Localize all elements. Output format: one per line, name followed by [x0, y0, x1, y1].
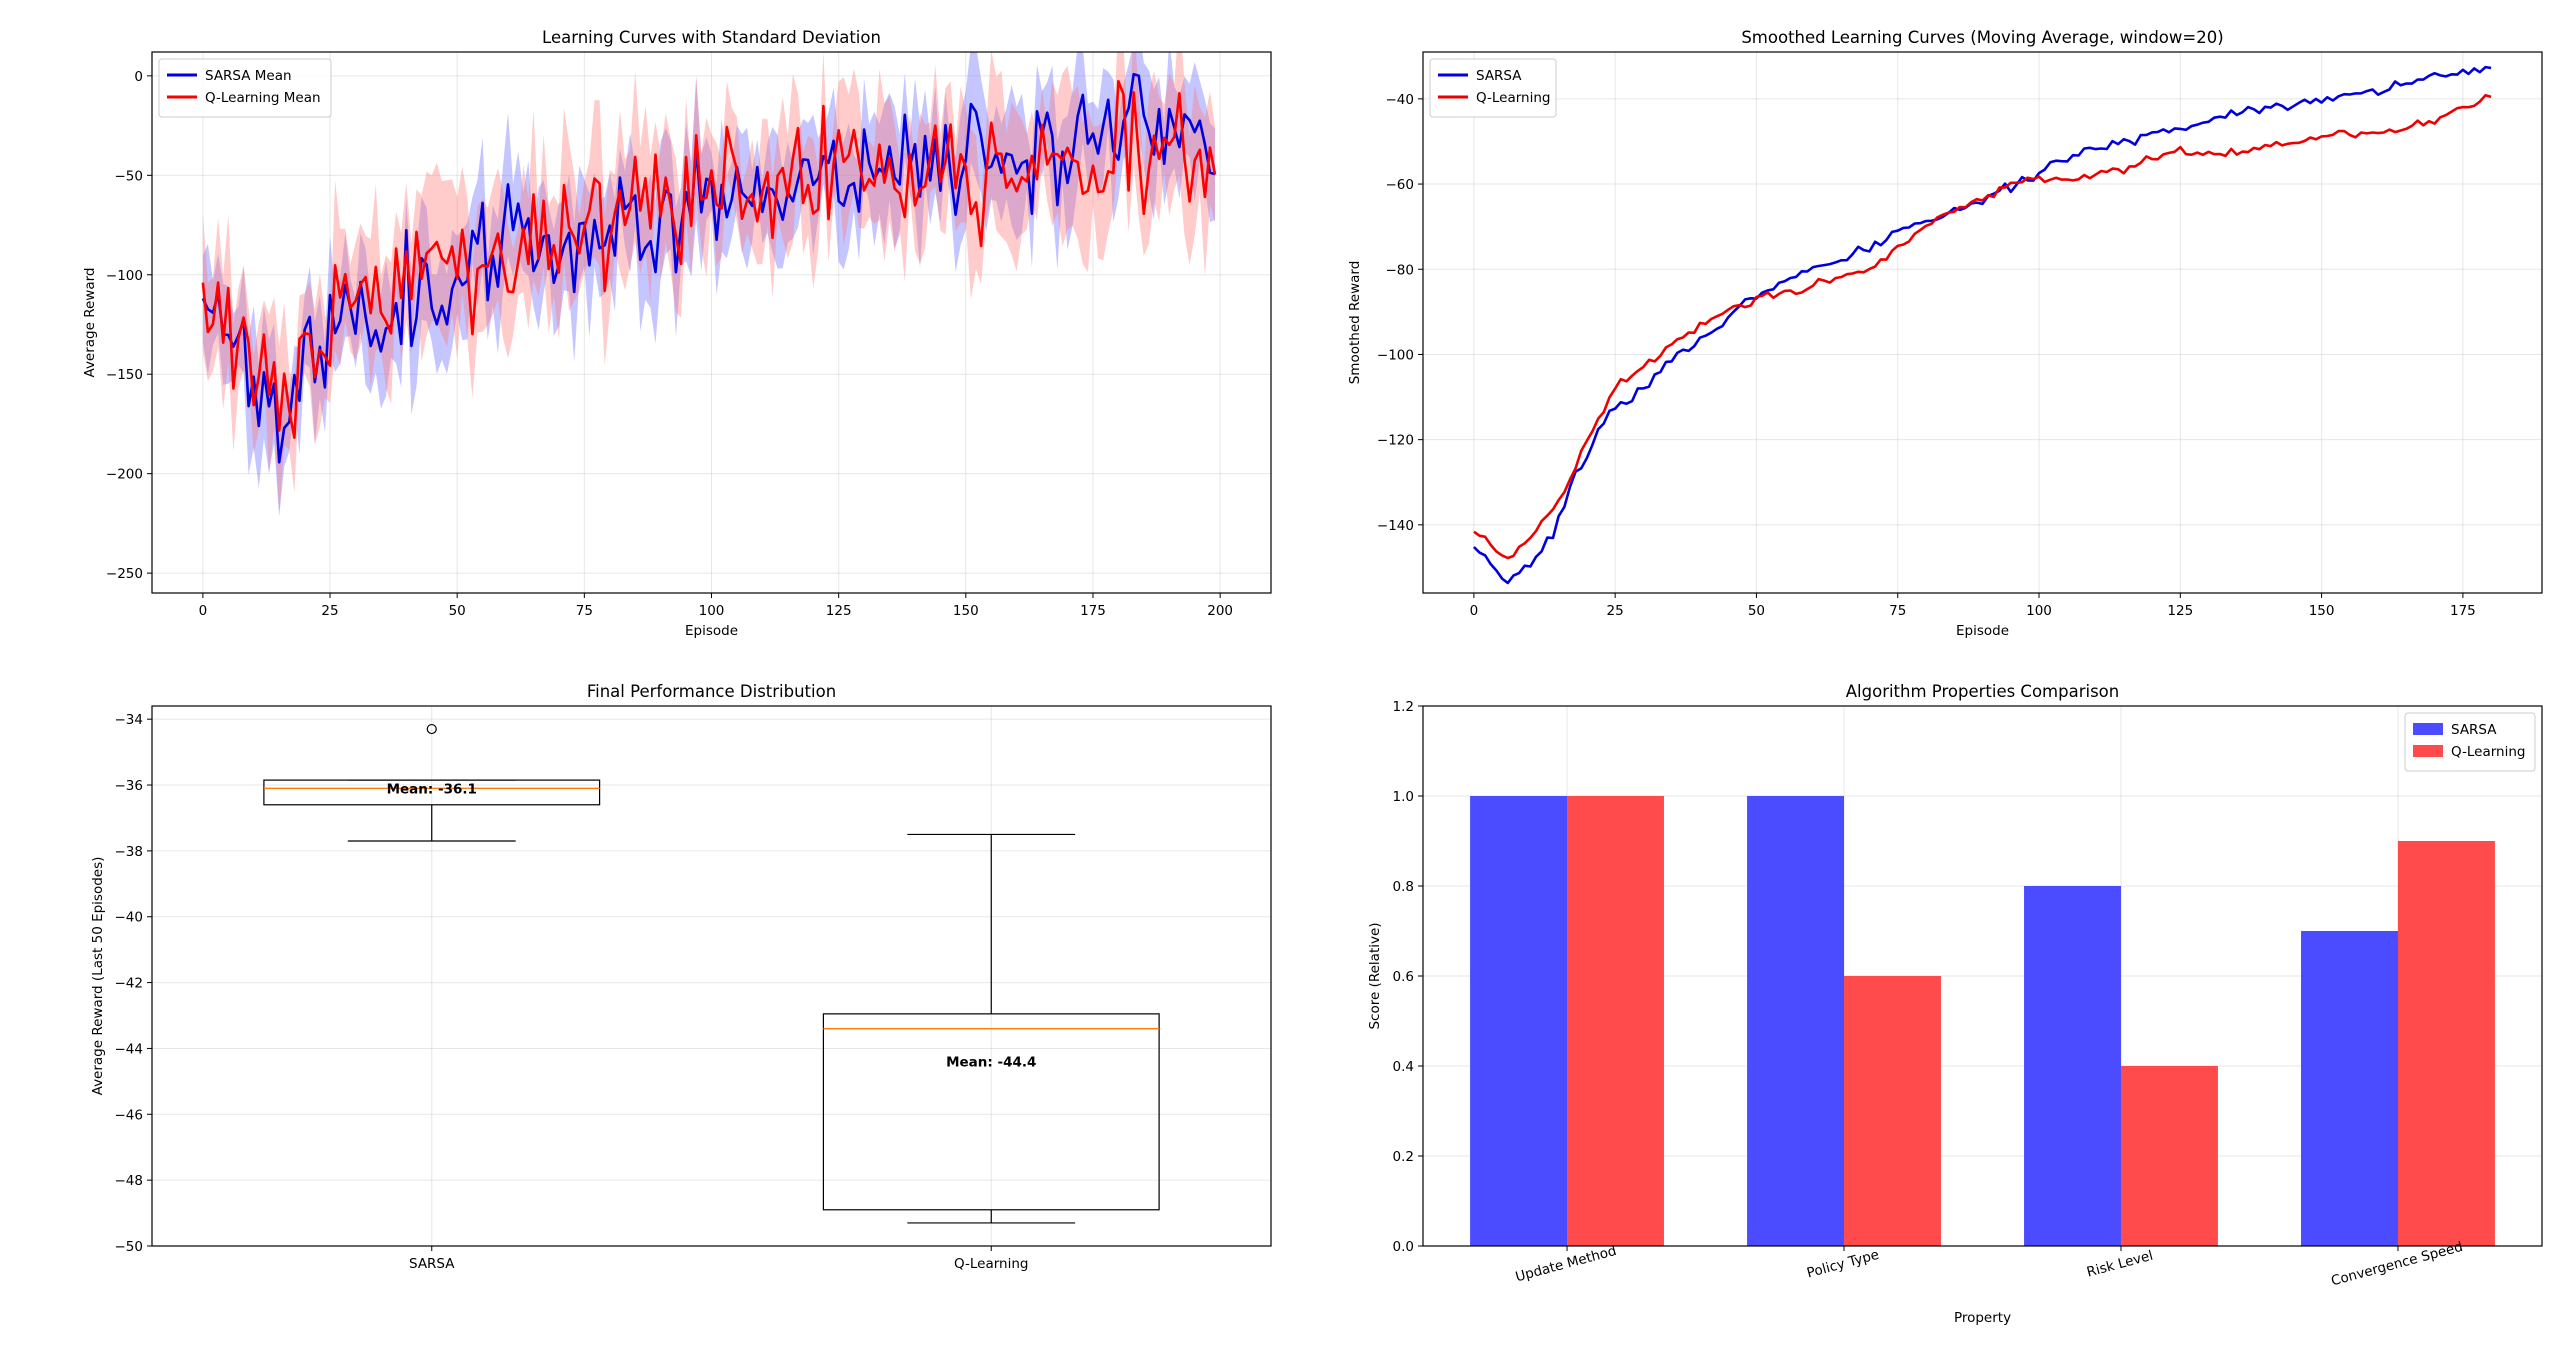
- mean-annotation-q-learning: Mean: -44.4: [946, 1055, 1036, 1071]
- smoothed-line-sarsa: [1472, 65, 2492, 585]
- y-tick-label: −40: [1386, 92, 1415, 108]
- plot-area: [201, 52, 1217, 517]
- y-tick-label: 0.0: [1393, 1239, 1414, 1255]
- x-tick-label: 75: [576, 603, 593, 619]
- x-tick-label: 200: [1207, 603, 1233, 619]
- mean-line-q-learning: [201, 79, 1217, 439]
- bar-q-learning: [1567, 796, 1664, 1246]
- mean-annotation-sarsa: Mean: -36.1: [387, 781, 477, 797]
- y-axis-label: Smoothed Reward: [1347, 261, 1363, 385]
- bar-sarsa: [1470, 796, 1568, 1246]
- y-tick-label: 0.8: [1393, 879, 1414, 895]
- y-tick-label: −200: [106, 467, 143, 483]
- std-band-sarsa: [202, 52, 1215, 517]
- bar-q-learning: [2120, 1066, 2218, 1246]
- chart-title: Learning Curves with Standard Deviation: [542, 28, 881, 47]
- bar-q-learning: [1844, 976, 1941, 1246]
- y-tick-label: 0: [134, 69, 143, 85]
- x-tick-label: 75: [1889, 603, 1906, 619]
- y-tick-label: −250: [106, 566, 143, 582]
- y-axis-label: Score (Relative): [1367, 922, 1383, 1029]
- x-tick-label: 150: [2309, 603, 2335, 619]
- y-tick-label: −140: [1377, 518, 1414, 534]
- legend-label-q-learning: Q-Learning: [2451, 744, 2525, 760]
- smoothed-line-q-learning: [1473, 94, 2492, 560]
- x-tick-label: 100: [2026, 603, 2052, 619]
- x-tick-label: 175: [2450, 603, 2476, 619]
- algorithm-properties-bar-chart: 0.0 0.2 0.4 0.6 0.8 1.0 1.2 Algorithm Propertie…: [1367, 682, 2543, 1326]
- y-tick-label: 1.2: [1393, 699, 1414, 715]
- legend-label-sarsa: SARSA: [2451, 722, 2497, 738]
- learning-curves-chart: 0 25 50 75 100 125 150 175 200 0 −50 −100 −150 −200 −2…: [82, 28, 1272, 639]
- x-tick-label: 50: [449, 603, 466, 619]
- x-tick-label: 125: [826, 603, 852, 619]
- x-tick-label: 50: [1748, 603, 1765, 619]
- chart-title: Algorithm Properties Comparison: [1846, 682, 2119, 701]
- smoothed-curves-chart: 0 25 50 75 100 125 150 175 −40 −60 −80 −100 −120 −140…: [1347, 28, 2543, 639]
- chart-title: Final Performance Distribution: [587, 682, 836, 701]
- chart-title: Smoothed Learning Curves (Moving Average…: [1741, 28, 2223, 47]
- plot-frame: [151, 51, 1272, 594]
- y-tick-label: −120: [1377, 433, 1414, 449]
- legend-swatch-sarsa: [2413, 723, 2443, 735]
- x-tick-label: 0: [199, 603, 208, 619]
- bar-sarsa: [1747, 796, 1845, 1246]
- outlier-point-sarsa: [426, 723, 437, 735]
- y-tick-label: 1.0: [1393, 789, 1414, 805]
- bar-q-learning: [2397, 841, 2495, 1246]
- plot-frame: [1422, 705, 2543, 1247]
- box-sarsa: [263, 779, 601, 806]
- legend-label-q-learning-mean: Q-Learning Mean: [205, 90, 321, 106]
- x-tick-label: 25: [1607, 603, 1624, 619]
- x-tick-label: Risk Level: [2085, 1248, 2155, 1281]
- y-tick-label: −44: [115, 1041, 144, 1057]
- y-tick-label: −50: [115, 1239, 144, 1255]
- y-tick-label: −46: [115, 1107, 144, 1123]
- x-tick-label: 0: [1470, 603, 1479, 619]
- legend-label-sarsa-mean: SARSA Mean: [205, 68, 292, 84]
- bar-sarsa: [2024, 886, 2121, 1246]
- y-tick-label: −100: [106, 268, 143, 284]
- x-axis-label: Episode: [685, 623, 738, 639]
- legend-label-sarsa: SARSA: [1476, 68, 1522, 84]
- x-tick-label: Update Method: [1514, 1243, 1618, 1285]
- std-band-q-learning: [202, 52, 1215, 515]
- y-tick-label: −150: [106, 367, 143, 383]
- plot-frame: [151, 705, 1272, 1247]
- x-axis-label: Property: [1954, 1310, 2011, 1326]
- y-tick-label: 0.4: [1393, 1059, 1414, 1075]
- final-performance-boxplot: −34 −36 −38 −40 −42 −44 −46 −48 −50 Final Perform…: [90, 682, 1272, 1272]
- y-tick-label: 0.6: [1393, 969, 1414, 985]
- x-tick-label: 175: [1080, 603, 1106, 619]
- x-tick-label: SARSA: [409, 1256, 455, 1272]
- x-tick-label: 25: [321, 603, 338, 619]
- legend-swatch-q-learning: [2413, 745, 2443, 757]
- box-q-learning: [822, 1013, 1160, 1211]
- y-tick-label: −100: [1377, 347, 1414, 363]
- y-tick-label: 0.2: [1393, 1149, 1414, 1165]
- x-tick-label: 125: [2167, 603, 2193, 619]
- x-tick-label: Q-Learning: [954, 1256, 1028, 1272]
- y-tick-label: −36: [115, 778, 144, 794]
- y-tick-label: −80: [1386, 262, 1415, 278]
- y-tick-label: −42: [115, 976, 144, 992]
- y-tick-label: −34: [115, 712, 144, 728]
- x-tick-label: Policy Type: [1805, 1247, 1881, 1282]
- y-tick-label: −38: [115, 844, 144, 860]
- x-tick-label: 100: [699, 603, 725, 619]
- legend-box: [158, 58, 332, 118]
- y-axis-label: Average Reward: [82, 267, 98, 377]
- y-axis-label: Average Reward (Last 50 Episodes): [90, 857, 106, 1096]
- bar-sarsa: [2301, 931, 2398, 1246]
- y-tick-label: −60: [1386, 177, 1415, 193]
- legend-label-q-learning: Q-Learning: [1476, 90, 1550, 106]
- y-tick-label: −40: [115, 910, 144, 926]
- x-tick-label: 150: [953, 603, 979, 619]
- x-axis-label: Episode: [1956, 623, 2009, 639]
- y-tick-label: −50: [115, 168, 144, 184]
- plot-frame: [1422, 51, 2543, 594]
- y-tick-label: −48: [115, 1173, 144, 1189]
